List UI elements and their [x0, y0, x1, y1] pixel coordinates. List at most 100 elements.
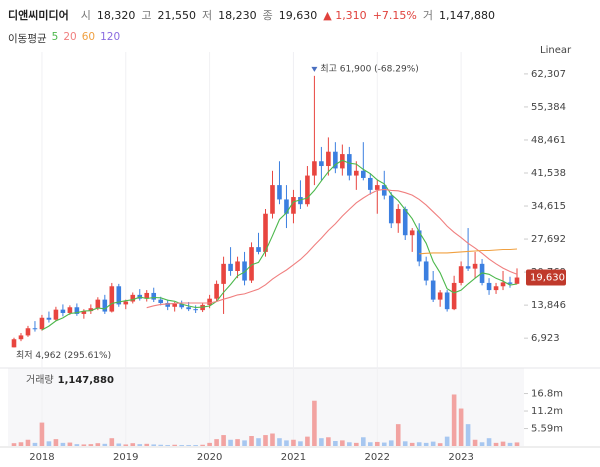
volume-bar: [67, 442, 73, 446]
x-tick-label: 2023: [448, 452, 473, 463]
candle-body: [312, 161, 317, 176]
stat-label: 저: [201, 9, 213, 22]
volume-bar: [472, 439, 478, 446]
candle-body: [472, 263, 478, 269]
volume-bar: [235, 439, 240, 446]
volume-bar: [11, 443, 17, 446]
candle-body: [130, 294, 136, 302]
min-annotation: 최저 4,962 (295.61%): [16, 350, 111, 361]
volume-bar: [95, 443, 101, 446]
ma-line: [41, 159, 518, 331]
candle-body: [214, 283, 219, 299]
candle-body: [367, 177, 373, 190]
candle-body: [451, 282, 457, 310]
candle-body: [458, 266, 464, 283]
volume-bar: [60, 442, 66, 446]
ma-line: [146, 188, 518, 309]
candle-body: [172, 303, 177, 307]
volume-bar: [361, 437, 366, 446]
volume-bar: [367, 442, 373, 446]
candle-body: [284, 199, 289, 214]
volume-bar: [263, 435, 268, 446]
volume-bar: [395, 424, 401, 446]
volume-bar: [179, 445, 184, 446]
volume-label: 거래량: [26, 374, 54, 386]
stat-label: 거: [422, 9, 433, 22]
volume-bar: [53, 439, 59, 446]
ma-legend-entry: 20: [63, 31, 77, 43]
volume-bar: [458, 408, 464, 446]
current-price-box: [526, 269, 566, 286]
volume-bar: [116, 443, 122, 446]
volume-bar: [109, 438, 115, 446]
volume-bar: [374, 441, 380, 446]
volume-bar: [270, 433, 275, 446]
volume-bar: [88, 444, 94, 446]
candle-body: [228, 263, 233, 271]
volume-bar: [305, 436, 310, 446]
candle-body: [88, 308, 94, 312]
volume-bar: [277, 438, 282, 446]
volume-bar: [172, 444, 177, 446]
y-tick-label: 6,923: [531, 333, 560, 344]
volume-bar: [354, 442, 359, 446]
candle-body: [430, 280, 436, 300]
ma-legend: 이동평균 5 20 60 120: [8, 31, 120, 46]
candle-body: [263, 213, 268, 252]
volume-bar: [242, 440, 247, 446]
volume-bar: [228, 439, 233, 446]
volume-bar: [158, 444, 164, 446]
volume-bar: [214, 439, 219, 446]
stat-value: 18,320: [96, 9, 136, 22]
volume-bar: [39, 422, 45, 446]
volume-bar: [200, 444, 205, 446]
candle-body: [67, 307, 73, 313]
candle-body: [249, 247, 254, 281]
candle-body: [416, 230, 422, 262]
candle-body: [381, 185, 387, 196]
stock-name: 디앤씨미디어: [8, 9, 69, 22]
volume-bar: [347, 442, 352, 446]
scale-label: Linear: [540, 45, 572, 56]
volume-bar: [207, 442, 212, 446]
header: 디앤씨미디어 시 18,320 고 21,550 저 18,230 종 19,630 ▲ 1,31…: [8, 7, 495, 23]
candle-body: [374, 185, 380, 190]
volume-bar: [486, 438, 492, 446]
volume-bar: [130, 443, 136, 446]
stat-value: 19,630: [278, 9, 318, 22]
candle-body: [39, 317, 45, 330]
volume-bar: [409, 442, 415, 446]
candle-body: [340, 154, 345, 169]
volume-tick-label: 16.8m: [531, 389, 563, 400]
candle-body: [144, 292, 150, 299]
x-tick-label: 2019: [113, 452, 138, 463]
candle-body: [298, 197, 303, 205]
stat-label: 고: [141, 9, 152, 22]
stat-value: 18,230: [218, 9, 257, 22]
candle-body: [81, 311, 87, 314]
ma-legend-entry: 5: [51, 31, 59, 43]
volume-bar: [430, 441, 436, 446]
volume-bar: [284, 440, 289, 446]
candle-body: [11, 339, 17, 348]
y-tick-label: 55,384: [531, 102, 566, 113]
volume-bar: [25, 439, 31, 446]
candle-body: [305, 175, 310, 205]
volume-value: 1,147,880: [58, 375, 114, 386]
volume-bar: [81, 444, 87, 446]
volume-bar: [507, 442, 513, 446]
candle-body: [46, 317, 52, 320]
candle-body: [333, 151, 338, 169]
max-annotation: 최고 61,900 (-68.29%): [320, 63, 418, 74]
stat-label: 종: [262, 9, 273, 22]
candle-body: [165, 302, 170, 307]
stat-label: 시: [80, 9, 91, 22]
candle-body: [361, 170, 366, 178]
volume-bar: [500, 441, 506, 446]
volume-bar: [32, 442, 38, 446]
volume-bar: [151, 444, 157, 446]
candle-body: [507, 282, 513, 284]
candle-body: [102, 299, 108, 312]
change-pct: +7.15%: [372, 9, 417, 22]
